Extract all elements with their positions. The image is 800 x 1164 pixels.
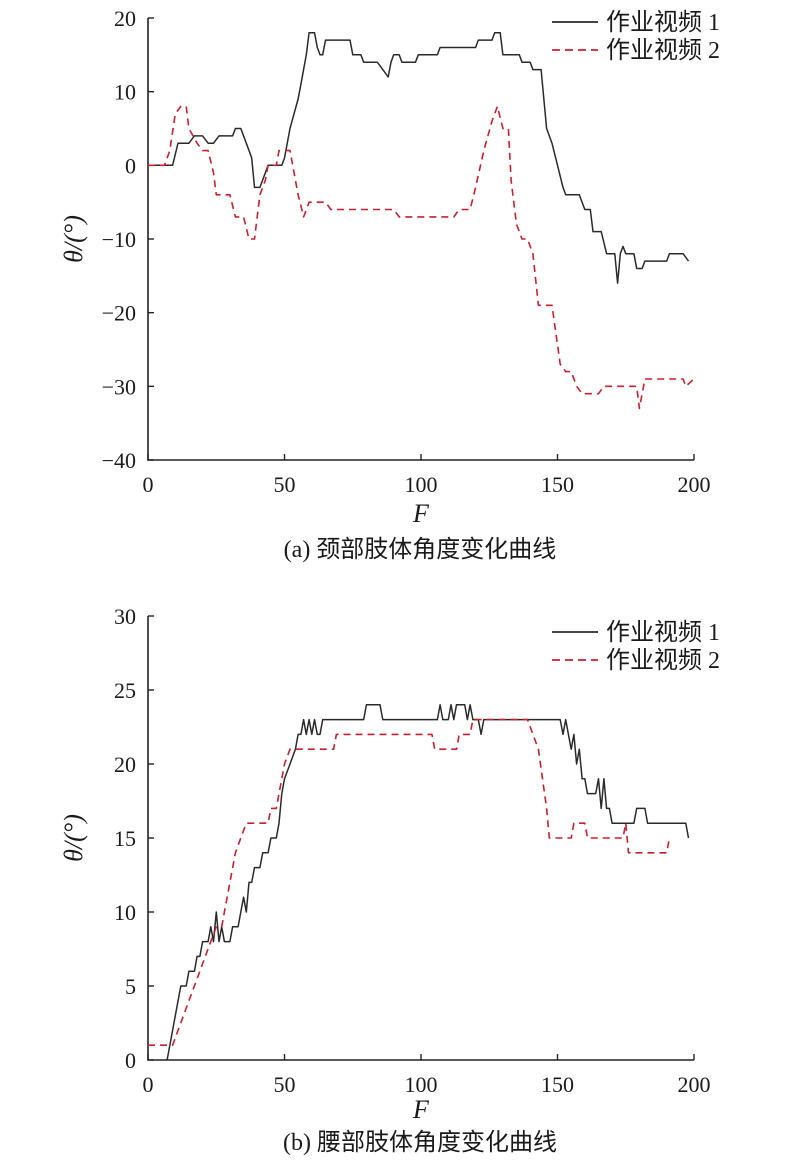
x-axis-label: F: [412, 499, 430, 528]
x-tick-label: 150: [541, 472, 574, 497]
y-tick-label: 0: [125, 1048, 136, 1073]
legend-label-1: 作业视频 1: [606, 9, 720, 36]
series-line-2: [148, 105, 695, 410]
x-tick-label: 0: [143, 1072, 154, 1097]
x-tick-label: 0: [143, 472, 154, 497]
y-tick-label: 10: [114, 900, 136, 925]
legend-label-1: 作业视频 1: [606, 619, 720, 646]
legend-label-2: 作业视频 2: [606, 37, 720, 64]
series-line-1: [148, 31, 690, 284]
axes: [147, 18, 694, 461]
x-tick-label: 50: [274, 472, 296, 497]
y-tick-label: −40: [102, 448, 136, 473]
y-tick-label: 15: [114, 826, 136, 851]
x-tick-label: 100: [405, 1072, 438, 1097]
y-tick-label: −10: [102, 227, 136, 252]
y-tick-label: 0: [125, 153, 136, 178]
y-tick-label: 30: [114, 604, 136, 629]
y-tick-label: 20: [114, 6, 136, 31]
chart-caption: (a) 颈部肢体角度变化曲线: [284, 536, 557, 563]
y-tick-label: 10: [114, 80, 136, 105]
x-tick-label: 100: [405, 472, 438, 497]
y-tick-label: 5: [125, 974, 136, 999]
y-axis-label: θ/(°): [59, 215, 88, 263]
chart-caption: (b) 腰部肢体角度变化曲线: [283, 1129, 557, 1156]
x-tick-label: 50: [274, 1072, 296, 1097]
series-line-1: [166, 704, 690, 1061]
series-line-2: [148, 718, 671, 1046]
x-tick-label: 200: [678, 472, 711, 497]
y-tick-label: −20: [102, 301, 136, 326]
legend-label-2: 作业视频 2: [606, 647, 720, 674]
y-tick-label: −30: [102, 374, 136, 399]
axes: [147, 616, 694, 1061]
x-tick-label: 200: [678, 1072, 711, 1097]
y-axis-label: θ/(°): [59, 814, 88, 862]
y-tick-label: 25: [114, 678, 136, 703]
x-axis-label: F: [412, 1095, 430, 1124]
y-tick-label: 20: [114, 752, 136, 777]
x-tick-label: 150: [541, 1072, 574, 1097]
